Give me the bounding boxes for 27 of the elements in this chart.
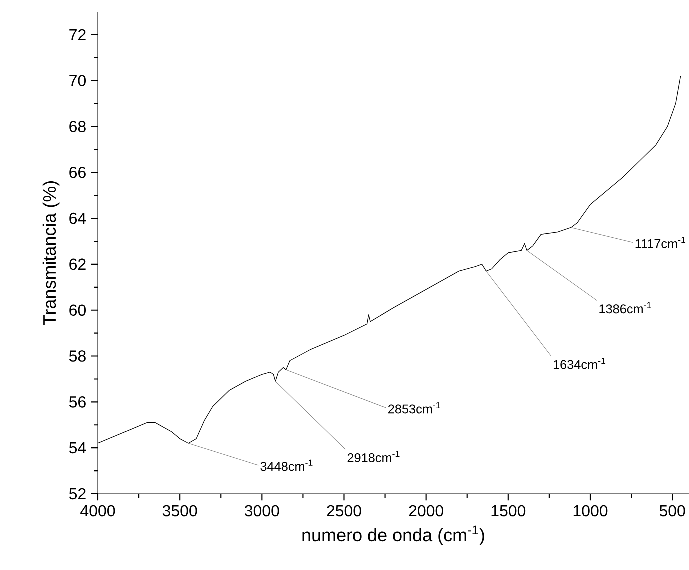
y-tick-label: 64 bbox=[70, 212, 86, 224]
annotation: 1634cm$^{-1}$ bbox=[554, 358, 606, 370]
y-tick-label: 62 bbox=[70, 258, 86, 270]
x-tick-label: 1500 bbox=[492, 505, 526, 517]
y-tick-label: 72 bbox=[70, 29, 86, 41]
x-tick-label: 2000 bbox=[409, 505, 444, 517]
annotation: 1117cm$^{-1}$ bbox=[636, 237, 686, 248]
y-tick-label: 66 bbox=[70, 167, 86, 178]
y-tick-label: 56 bbox=[69, 396, 86, 408]
y-tick-label: 60 bbox=[70, 304, 86, 316]
x-tick-label: 4000 bbox=[80, 505, 116, 517]
x-tick-label: 1000 bbox=[574, 505, 608, 517]
x-tick-label: 2500 bbox=[327, 505, 362, 517]
y-axis-title: Transmitancia (%) bbox=[42, 181, 60, 326]
y-tick-label: 52 bbox=[69, 488, 86, 500]
y-tick-label: 70 bbox=[70, 75, 86, 86]
y-tick-label: 54 bbox=[69, 442, 86, 454]
x-tick-label: 3500 bbox=[162, 505, 198, 517]
annotation: 3448cm$^{-1}$ bbox=[260, 460, 313, 472]
x-tick-label: 500 bbox=[660, 505, 686, 517]
x-tick-label: 3000 bbox=[244, 505, 280, 517]
y-tick-label: 58 bbox=[69, 350, 86, 362]
annotation: 2918cm$^{-1}$ bbox=[348, 451, 400, 462]
annotation: 2853cm$^{-1}$ bbox=[388, 402, 440, 414]
x-axis-title: numero de onda (cm$^{-1}$) bbox=[302, 526, 484, 546]
y-tick-label: 68 bbox=[70, 121, 86, 132]
annotation: 1386cm$^{-1}$ bbox=[600, 302, 652, 314]
